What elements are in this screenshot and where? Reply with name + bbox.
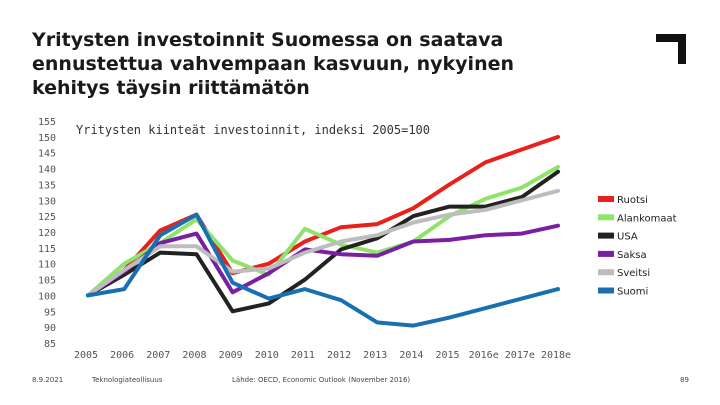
- y-tick-label: 150: [38, 133, 56, 144]
- x-tick-label: 2005: [74, 350, 98, 361]
- title-line-1: Yritysten investoinnit Suomessa on saata…: [32, 29, 504, 51]
- x-tick-label: 2016e: [469, 350, 499, 361]
- y-tick-label: 90: [44, 323, 56, 334]
- y-tick-label: 155: [38, 117, 56, 128]
- legend-swatch: [598, 269, 614, 276]
- x-tick-label: 2011: [291, 350, 315, 361]
- series-line-suomi: [86, 212, 560, 328]
- legend-item: Ruotsi: [598, 195, 648, 206]
- legend-item: Saksa: [598, 250, 647, 261]
- footer-source: Lähde: OECD, Economic Outlook (November …: [232, 376, 411, 384]
- title-line-3: kehitys täysin riittämätön: [32, 77, 310, 99]
- legend-item: Alankomaat: [598, 213, 677, 224]
- legend-label: USA: [617, 232, 638, 243]
- x-tick-label: 2014: [399, 350, 423, 361]
- legend-label: Ruotsi: [617, 195, 648, 206]
- legend-swatch: [598, 232, 614, 239]
- footer-date: 8.9.2021: [32, 376, 64, 384]
- series-line-usa: [86, 169, 560, 314]
- series-lines: [86, 134, 560, 328]
- y-tick-label: 110: [38, 260, 56, 271]
- y-tick-label: 85: [44, 339, 56, 350]
- legend-swatch: [598, 196, 614, 202]
- legend-label: Sveitsi: [617, 268, 650, 279]
- series-line-sveitsi: [86, 188, 560, 298]
- y-tick-label: 100: [38, 291, 56, 302]
- x-tick-label: 2009: [219, 350, 243, 361]
- series-line-saksa: [86, 223, 560, 298]
- legend-swatch: [598, 214, 614, 221]
- title-line-2: ennustettua vahvempaan kasvuun, nykyinen: [32, 53, 515, 75]
- x-tick-label: 2013: [363, 350, 387, 361]
- series-line-ruotsi: [86, 134, 560, 298]
- corner-bracket-logo-icon: [656, 34, 686, 64]
- x-tick-label: 2006: [110, 350, 134, 361]
- legend-label: Saksa: [617, 250, 647, 261]
- x-tick-label: 2018e: [541, 350, 571, 361]
- y-tick-label: 120: [38, 228, 56, 239]
- footer-organization: Teknologiateollisuus: [92, 376, 163, 384]
- legend-item: USA: [598, 232, 638, 243]
- legend-swatch: [598, 250, 614, 257]
- chart-legend: Ruotsi Alankomaat USA Saksa Sveitsi Suomi: [598, 195, 677, 298]
- x-tick-label: 2008: [182, 350, 206, 361]
- legend-label: Suomi: [617, 287, 648, 298]
- slide-title: Yritysten investoinnit Suomessa on saata…: [32, 28, 592, 100]
- y-tick-label: 95: [44, 307, 56, 318]
- y-axis-ticks: 85 90 95 100 105 110 115 120 125 130 135 140 145 150 1…: [38, 117, 56, 350]
- chart-subtitle: Yritysten kiinteät investoinnit, indeksi…: [76, 123, 430, 137]
- y-tick-label: 105: [38, 276, 56, 287]
- y-tick-label: 130: [38, 196, 56, 207]
- x-tick-label: 2015: [435, 350, 459, 361]
- x-tick-label: 2007: [146, 350, 170, 361]
- x-tick-label: 2010: [255, 350, 279, 361]
- y-tick-label: 125: [38, 212, 56, 223]
- legend-label: Alankomaat: [617, 213, 677, 224]
- legend-item: Sveitsi: [598, 268, 650, 279]
- legend-item: Suomi: [598, 287, 648, 298]
- y-tick-label: 135: [38, 180, 56, 191]
- y-tick-label: 115: [38, 244, 56, 255]
- x-axis-ticks: 2005 2006 2007 2008 2009 2010 2011 2012 2013 2014…: [74, 350, 571, 361]
- page-number: 89: [680, 376, 689, 384]
- y-tick-label: 140: [38, 165, 56, 176]
- y-tick-label: 145: [38, 149, 56, 160]
- x-tick-label: 2017e: [505, 350, 535, 361]
- x-tick-label: 2012: [327, 350, 351, 361]
- legend-swatch: [598, 287, 614, 294]
- series-line-alankomaat: [86, 165, 560, 298]
